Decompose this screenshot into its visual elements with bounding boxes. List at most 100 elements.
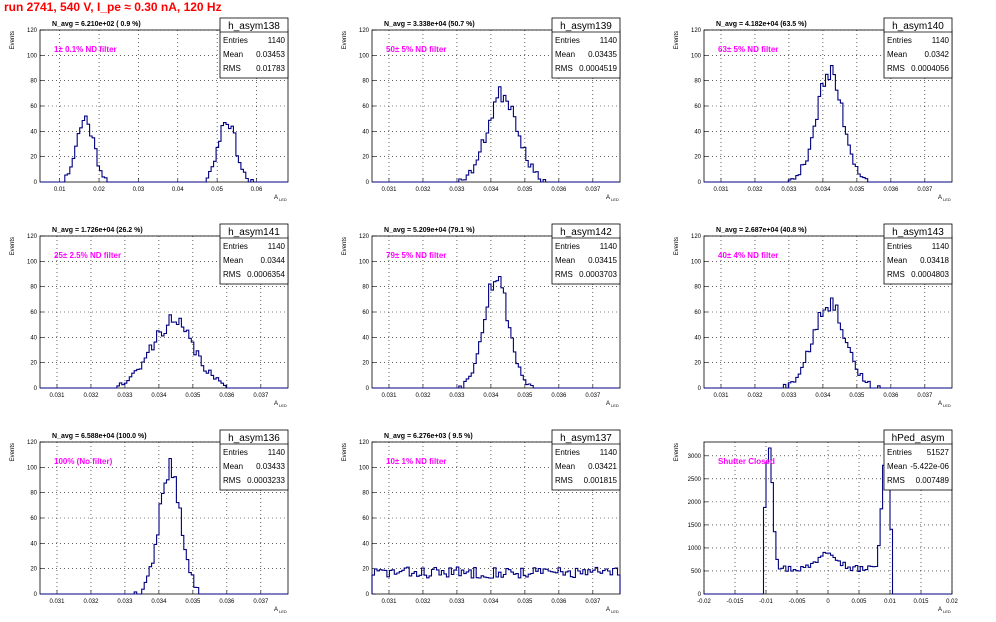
stats-value-mean: 0.03435 [588, 50, 617, 59]
x-axis-title: ALED [274, 401, 287, 408]
stats-box [551, 429, 621, 491]
y-tick-label: 0 [698, 180, 702, 186]
x-tick-label: 0.01 [54, 187, 66, 193]
x-tick-label: 0.06 [251, 187, 263, 193]
x-tick-label: 0.031 [381, 187, 397, 193]
y-tick-label: 0 [34, 592, 38, 598]
stats-label-entries: Entries [555, 448, 580, 457]
x-tick-label: 0.037 [917, 187, 933, 193]
stats-box [219, 429, 289, 491]
x-tick-label: 0.037 [253, 599, 269, 605]
stats-label-rms: RMS [887, 64, 905, 73]
y-tick-label: 60 [694, 104, 701, 110]
stats-label-mean: Mean [887, 256, 907, 265]
histogram-name: h_asym136 [228, 433, 280, 444]
x-axis-title-main: A [274, 607, 278, 613]
x-tick-label: 0.036 [219, 393, 235, 399]
x-axis-title-subscript: LED [611, 403, 619, 408]
stats-value-rms: 0.001815 [584, 476, 618, 485]
x-tick-label: 0.033 [781, 393, 797, 399]
x-tick-label: 0.031 [381, 393, 397, 399]
y-tick-label: 60 [30, 516, 37, 522]
x-tick-label: 0.032 [747, 187, 763, 193]
x-tick-label: 0.04 [172, 187, 184, 193]
y-tick-label: 500 [691, 569, 702, 575]
x-tick-label: 0.034 [151, 393, 167, 399]
histogram-panel-h_asym139: 0.031 0.032 0.033 0.034 0.035 0.036 0.037 0 20 40… [342, 17, 621, 202]
x-tick-label: 0.033 [449, 599, 465, 605]
x-axis-title-main: A [274, 195, 278, 201]
stats-label-mean: Mean [555, 462, 575, 471]
stats-label-mean: Mean [555, 256, 575, 265]
y-tick-label: 120 [691, 234, 702, 240]
x-axis-title: ALED [606, 401, 619, 408]
filter-annotation: 100% (No filter) [54, 457, 113, 466]
x-axis-title: ALED [938, 607, 951, 614]
stats-value-mean: 0.0344 [261, 256, 286, 265]
x-axis-title-subscript: LED [279, 609, 287, 614]
stats-label-rms: RMS [223, 64, 241, 73]
y-tick-label: 80 [362, 79, 369, 85]
histogram-panel-h_asym136: 0.031 0.032 0.033 0.034 0.035 0.036 0.037 0 20 40… [10, 429, 289, 614]
x-axis-title-main: A [274, 401, 278, 407]
histogram-panel-hPed_asym: -0.02 -0.015 -0.01 -0.005 0 0.005 0.01 0.015 0.0… [674, 429, 958, 614]
x-tick-label: 0.034 [483, 187, 499, 193]
stats-value-entries: 1140 [600, 448, 618, 457]
stats-value-entries: 1140 [932, 242, 950, 251]
y-axis-title: Events [342, 31, 348, 49]
y-tick-label: 120 [27, 440, 38, 446]
stats-label-mean: Mean [887, 462, 907, 471]
y-tick-label: 120 [359, 440, 370, 446]
stats-label-mean: Mean [223, 462, 243, 471]
histogram-outline [704, 297, 952, 389]
x-axis-title: ALED [274, 607, 287, 614]
stats-label-mean: Mean [887, 50, 907, 59]
x-tick-label: 0.035 [849, 187, 865, 193]
y-tick-label: 80 [30, 285, 37, 291]
histogram-panel-h_asym142: 0.031 0.032 0.033 0.034 0.035 0.036 0.037 0 20 40… [342, 223, 621, 408]
x-tick-label: 0.032 [415, 187, 431, 193]
x-tick-label: 0.036 [883, 187, 899, 193]
y-tick-label: 20 [694, 361, 701, 367]
stats-label-entries: Entries [887, 242, 912, 251]
y-tick-label: 60 [362, 310, 369, 316]
y-tick-label: 1500 [688, 523, 702, 529]
y-axis-title: Events [342, 443, 348, 461]
y-tick-label: 80 [362, 285, 369, 291]
x-tick-label: 0.037 [917, 393, 933, 399]
y-axis-title: Events [10, 443, 16, 461]
x-axis-title-subscript: LED [943, 609, 951, 614]
n-avg-label: N_avg = 3.338e+04 (50.7 %) [384, 21, 475, 28]
x-tick-label: 0.034 [815, 187, 831, 193]
x-axis-title-subscript: LED [943, 403, 951, 408]
y-tick-label: 100 [691, 259, 702, 265]
histogram-name: h_asym139 [560, 21, 612, 32]
y-tick-label: 40 [694, 129, 701, 135]
y-tick-label: 100 [359, 53, 370, 59]
histogram-outline [704, 65, 952, 183]
stats-box [883, 223, 953, 285]
x-axis-title-main: A [606, 401, 610, 407]
filter-annotation: 40± 4% ND filter [718, 251, 778, 260]
x-tick-label: 0.037 [585, 393, 601, 399]
histogram-panel-h_asym138: 0.01 0.02 0.03 0.04 0.05 0.06 0 20 40 60 80 100 120 E… [10, 17, 289, 202]
x-tick-label: 0.005 [851, 599, 867, 605]
y-axis-title: Events [10, 237, 16, 255]
histogram-outline [40, 457, 288, 595]
x-tick-label: 0.05 [211, 187, 223, 193]
y-axis-title: Events [674, 443, 680, 461]
stats-value-rms: 0.0003703 [579, 270, 617, 279]
x-tick-label: -0.02 [697, 599, 711, 605]
x-tick-label: 0.036 [219, 599, 235, 605]
x-axis-title: ALED [938, 401, 951, 408]
y-tick-label: 20 [362, 567, 369, 573]
stats-value-mean: 0.03421 [588, 462, 617, 471]
histogram-outline [371, 566, 621, 594]
y-axis-title: Events [342, 237, 348, 255]
y-tick-label: 20 [30, 361, 37, 367]
x-axis-title-main: A [938, 195, 942, 201]
x-axis-title-main: A [606, 607, 610, 613]
histogram-name: h_asym143 [892, 227, 944, 238]
histogram-name: h_asym138 [228, 21, 280, 32]
